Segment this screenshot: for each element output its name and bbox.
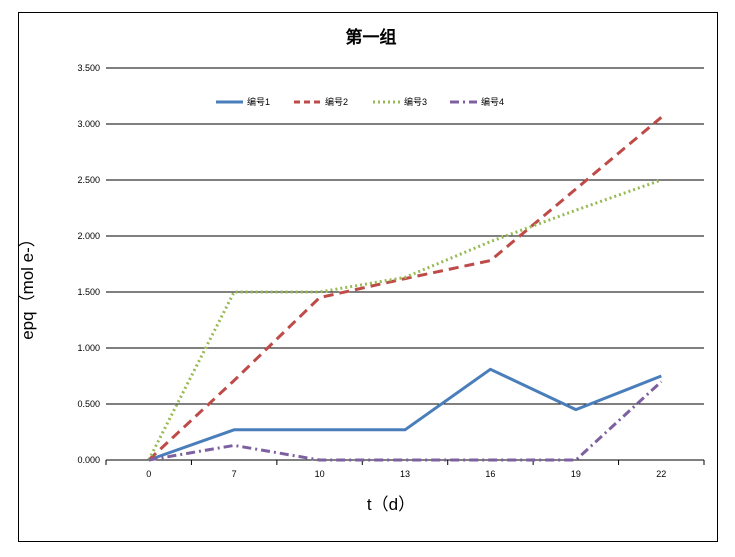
series-lines <box>147 116 663 462</box>
x-tick-label: 10 <box>315 469 325 479</box>
chart-title: 第一组 <box>346 27 397 48</box>
gridlines <box>105 67 705 465</box>
legend-label-2: 编号2 <box>325 96 348 107</box>
chart-frame: 第一组 0.000 0.500 1.000 1.500 2.000 2.500 3.000 3… <box>18 12 718 542</box>
y-tick-labels: 0.000 0.500 1.000 1.500 2.000 2.500 3.000 3.500 <box>77 63 100 465</box>
line-chart: 第一组 0.000 0.500 1.000 1.500 2.000 2.500 3.000 3… <box>19 27 705 514</box>
x-tick-label: 16 <box>485 469 495 479</box>
y-tick-label: 3.500 <box>77 63 100 73</box>
legend-label-4: 编号4 <box>481 96 504 107</box>
x-tick-labels: 0 7 10 13 16 19 22 <box>146 469 666 479</box>
series-line-2 <box>147 116 663 462</box>
x-tick-label: 0 <box>146 469 151 479</box>
x-tick-label: 7 <box>232 469 237 479</box>
x-tick-label: 13 <box>400 469 410 479</box>
legend: 编号1 编号2 编号3 编号4 <box>216 96 504 107</box>
y-tick-label: 0.000 <box>77 455 100 465</box>
y-tick-label: 3.000 <box>77 119 100 129</box>
y-tick-label: 0.500 <box>77 399 100 409</box>
series-line-1 <box>148 367 662 462</box>
x-tick-label: 19 <box>571 469 581 479</box>
y-tick-label: 1.500 <box>77 287 100 297</box>
legend-label-3: 编号3 <box>404 96 427 107</box>
series-line-4 <box>148 380 663 462</box>
legend-label-1: 编号1 <box>247 96 270 107</box>
x-axis-label: t（d） <box>367 495 415 514</box>
x-tick-label: 22 <box>656 469 666 479</box>
series-line-3 <box>147 178 662 461</box>
y-axis-label: epq（mol e-） <box>19 230 37 340</box>
y-tick-label: 1.000 <box>77 343 100 353</box>
y-tick-label: 2.500 <box>77 175 100 185</box>
y-tick-label: 2.000 <box>77 231 100 241</box>
